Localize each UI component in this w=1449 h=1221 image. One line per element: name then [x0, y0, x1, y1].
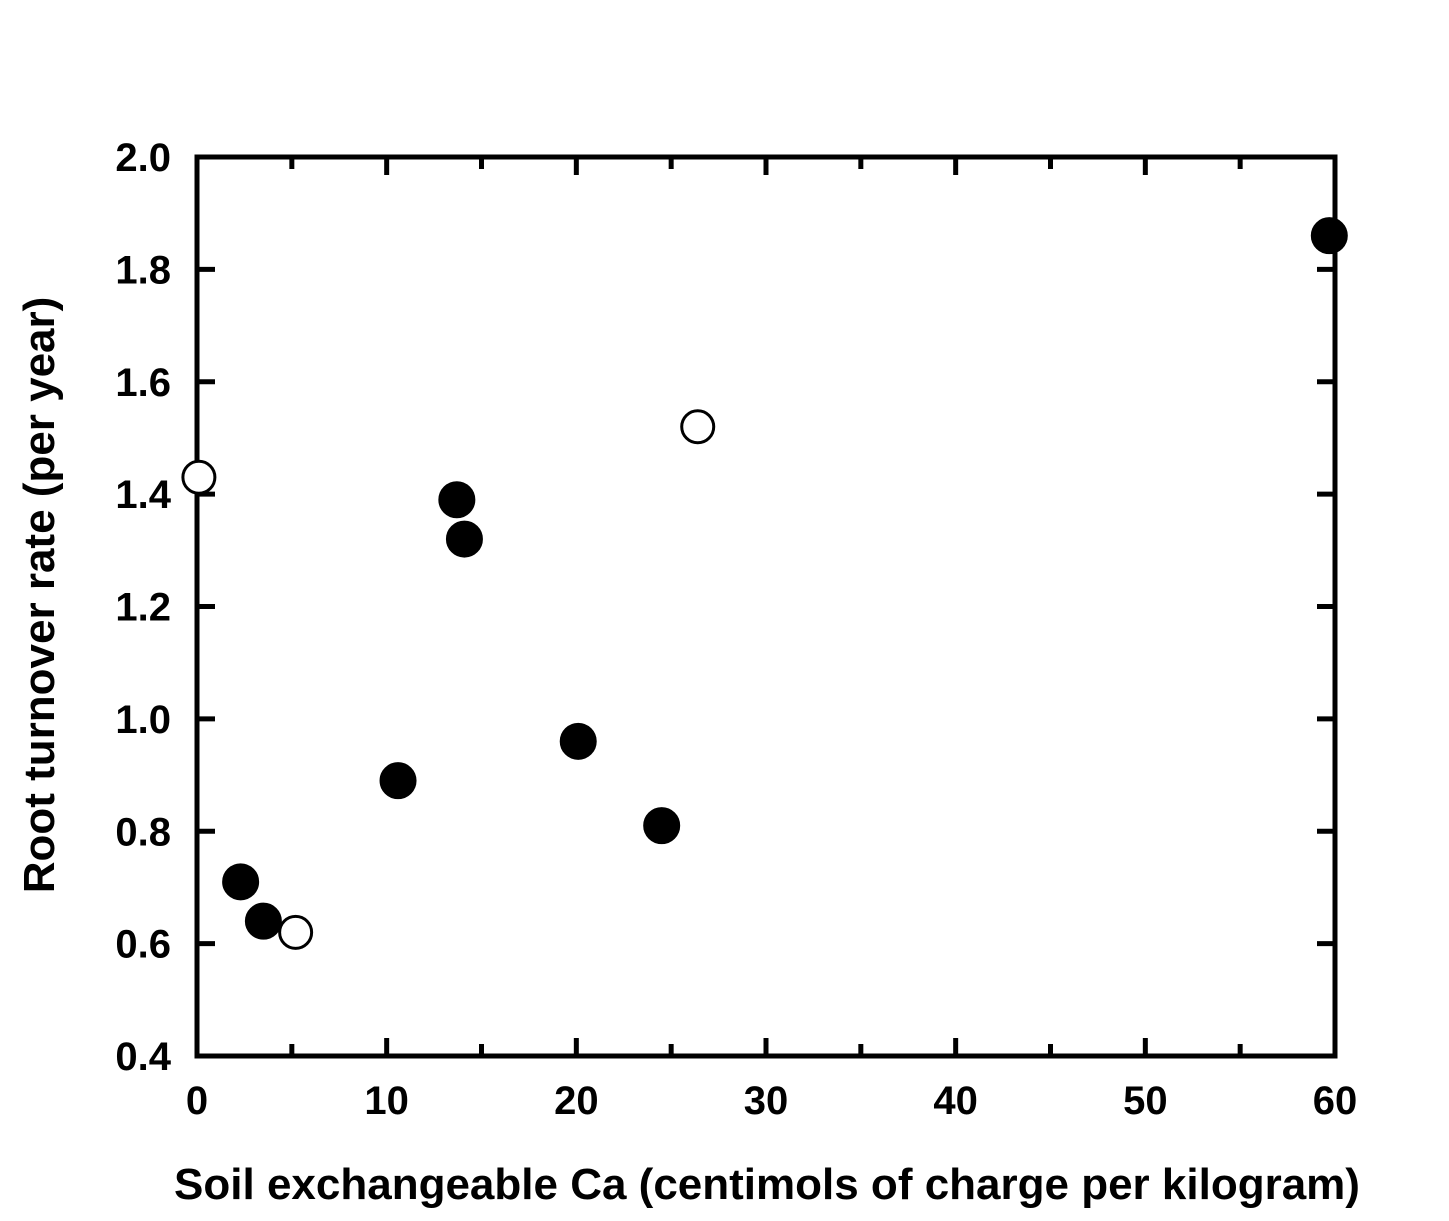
y-tick-label: 1.6 — [115, 361, 171, 405]
filled-data-point — [1310, 217, 1348, 255]
open-data-point — [181, 459, 217, 495]
y-tick-label: 0.6 — [115, 923, 171, 967]
data-points — [181, 217, 1348, 950]
y-tick-label: 1.8 — [115, 248, 171, 292]
x-tick-label: 30 — [744, 1079, 789, 1123]
filled-data-point — [559, 722, 597, 760]
x-tick-label: 40 — [933, 1079, 978, 1123]
x-tick-label: 20 — [554, 1079, 599, 1123]
x-tick-label: 10 — [364, 1079, 409, 1123]
open-data-point — [680, 409, 716, 445]
filled-data-point — [222, 863, 260, 901]
y-tick-label: 0.8 — [115, 810, 171, 854]
x-tick-label: 60 — [1313, 1079, 1358, 1123]
y-tick-label: 0.4 — [115, 1035, 171, 1079]
y-tick-label: 2.0 — [115, 136, 171, 180]
y-tick-label: 1.0 — [115, 698, 171, 742]
filled-data-point — [445, 520, 483, 558]
y-tick-label: 1.2 — [115, 586, 171, 630]
x-axis-label: Soil exchangeable Ca (centimols of charg… — [174, 1160, 1360, 1209]
filled-data-point — [438, 481, 476, 519]
x-tick-label: 0 — [186, 1079, 208, 1123]
filled-data-point — [244, 902, 282, 940]
plot-frame — [194, 154, 1338, 1059]
x-tick-label: 50 — [1123, 1079, 1168, 1123]
y-axis-label: Root turnover rate (per year) — [15, 297, 64, 894]
filled-data-point — [379, 762, 417, 800]
tick-labels: 0 10 20 30 40 50 60 0.4 0.6 0.8 1.0 1.2 1.4 1.6 1.8 2.0 — [115, 136, 1357, 1123]
filled-data-point — [643, 807, 681, 845]
y-tick-label: 1.4 — [115, 473, 171, 517]
open-data-point — [278, 914, 314, 950]
axis-ticks — [194, 154, 1338, 1059]
